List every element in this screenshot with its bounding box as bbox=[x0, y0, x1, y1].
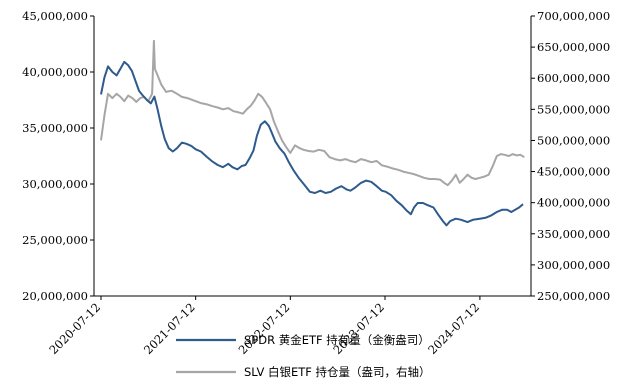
series-layer bbox=[100, 39, 525, 227]
left-tick-label: 35,000,000 bbox=[22, 121, 88, 135]
x-tick-label: 2022-07-12 bbox=[236, 300, 293, 357]
x-tick-label: 2020-07-12 bbox=[46, 300, 103, 357]
left-tick-label: 25,000,000 bbox=[22, 233, 88, 247]
right-y-axis: 250,000,000 300,000,000 350,000,000 400,000… bbox=[530, 9, 610, 303]
right-tick-label: 450,000,000 bbox=[537, 165, 610, 179]
legend: SPDR 黄金ETF 持有量（金衡盎司） SLV 白银ETF 持仓量（盎司，右轴… bbox=[176, 333, 431, 379]
x-tick-label: 2023-07-12 bbox=[330, 300, 387, 357]
series-line-gold bbox=[100, 60, 524, 227]
left-tick-label: 45,000,000 bbox=[22, 9, 88, 23]
right-tick-label: 550,000,000 bbox=[537, 102, 610, 116]
right-tick-label: 500,000,000 bbox=[537, 133, 610, 147]
right-tick-label: 600,000,000 bbox=[537, 71, 610, 85]
legend-label-gold: SPDR 黄金ETF 持有量（金衡盎司） bbox=[244, 333, 430, 347]
right-tick-label: 700,000,000 bbox=[537, 9, 610, 23]
right-tick-label: 650,000,000 bbox=[537, 40, 610, 54]
left-tick-label: 40,000,000 bbox=[22, 65, 88, 79]
left-tick-label: 20,000,000 bbox=[22, 289, 88, 303]
x-axis: 2020-07-12 2021-07-12 2022-07-12 2023-07-12… bbox=[46, 295, 531, 357]
x-tick-label: 2024-07-12 bbox=[425, 300, 482, 357]
right-tick-label: 400,000,000 bbox=[537, 196, 610, 210]
left-y-axis: 20,000,000 25,000,000 30,000,000 35,000,000… bbox=[22, 9, 95, 303]
legend-label-silver: SLV 白银ETF 持仓量（盎司，右轴） bbox=[244, 365, 431, 379]
left-tick-label: 30,000,000 bbox=[22, 177, 88, 191]
right-tick-label: 250,000,000 bbox=[537, 289, 610, 303]
x-tick-label: 2021-07-12 bbox=[141, 300, 198, 357]
right-tick-label: 300,000,000 bbox=[537, 258, 610, 272]
series-line-silver bbox=[100, 39, 525, 187]
right-tick-label: 350,000,000 bbox=[537, 227, 610, 241]
